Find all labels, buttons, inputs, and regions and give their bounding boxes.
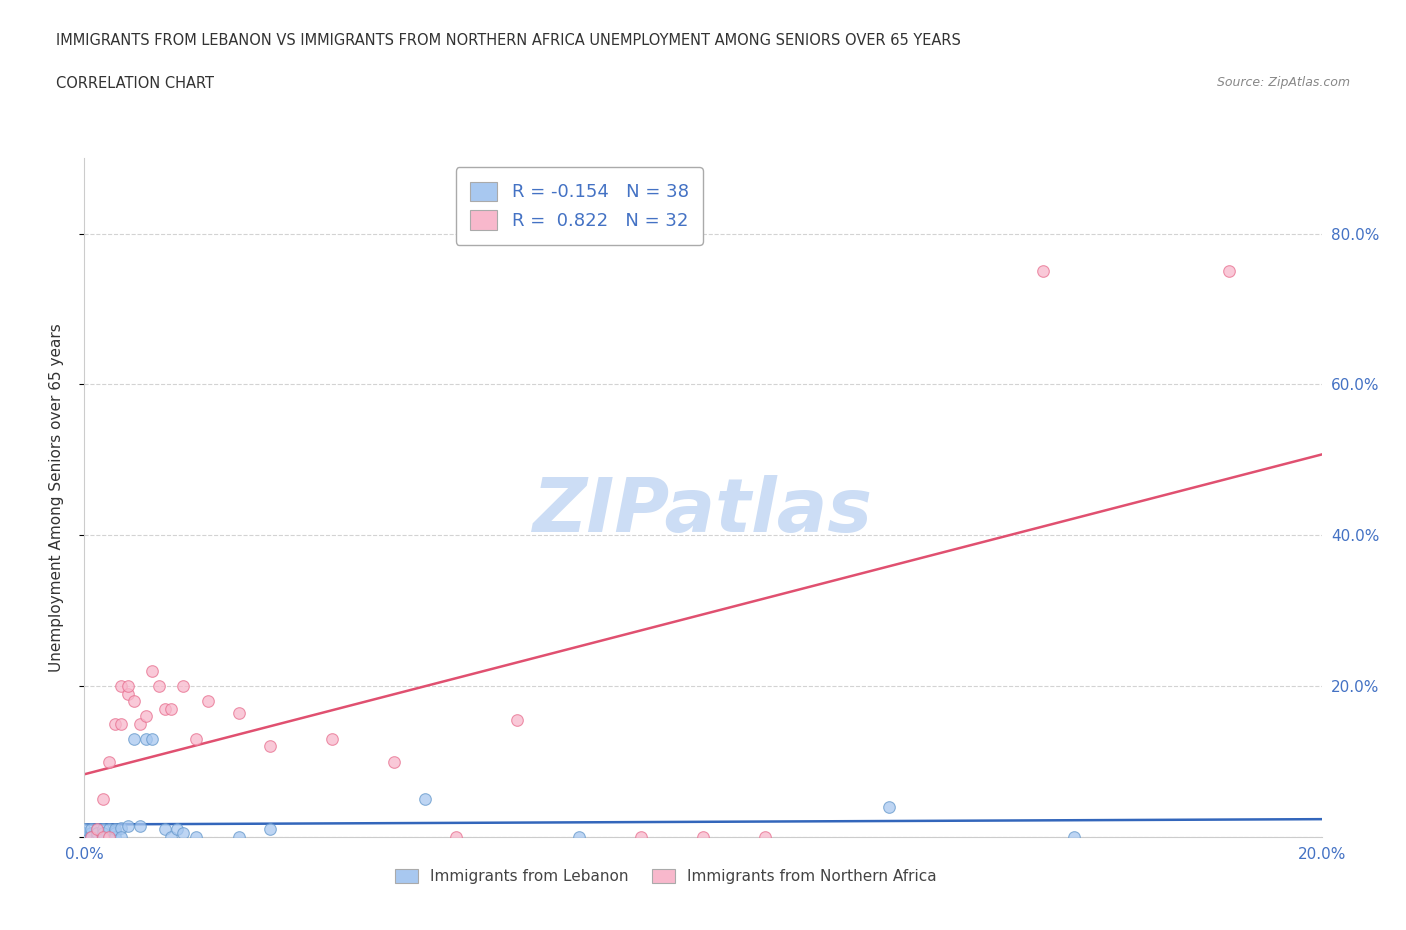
Point: [413, 791, 436, 806]
Point: [444, 830, 467, 844]
Point: [91, 822, 114, 837]
Point: [91, 791, 114, 806]
Point: [754, 830, 776, 844]
Point: [104, 824, 127, 839]
Point: [228, 830, 250, 844]
Point: [98, 754, 121, 769]
Point: [86, 822, 108, 837]
Point: [135, 709, 157, 724]
Text: ZIPatlas: ZIPatlas: [533, 474, 873, 548]
Point: [104, 830, 127, 844]
Point: [172, 679, 194, 694]
Point: [110, 830, 132, 844]
Point: [73, 830, 96, 844]
Point: [321, 732, 343, 747]
Point: [141, 664, 163, 679]
Point: [568, 830, 591, 844]
Point: [184, 830, 207, 844]
Point: [98, 830, 121, 844]
Point: [79, 822, 101, 837]
Point: [148, 679, 170, 694]
Point: [166, 822, 188, 837]
Point: [160, 701, 183, 716]
Point: [117, 686, 139, 701]
Point: [122, 732, 145, 747]
Point: [98, 822, 121, 837]
Point: [104, 716, 127, 731]
Point: [79, 830, 101, 844]
Text: IMMIGRANTS FROM LEBANON VS IMMIGRANTS FROM NORTHERN AFRICA UNEMPLOYMENT AMONG SE: IMMIGRANTS FROM LEBANON VS IMMIGRANTS FR…: [56, 33, 962, 47]
Point: [197, 694, 219, 709]
Point: [692, 830, 714, 844]
Point: [117, 818, 139, 833]
Point: [86, 822, 108, 837]
Point: [79, 830, 101, 844]
Point: [172, 826, 194, 841]
Point: [1032, 264, 1054, 279]
Point: [110, 716, 132, 731]
Legend: Immigrants from Lebanon, Immigrants from Northern Africa: Immigrants from Lebanon, Immigrants from…: [389, 863, 942, 890]
Point: [382, 754, 405, 769]
Point: [117, 679, 139, 694]
Point: [129, 818, 152, 833]
Point: [104, 822, 127, 837]
Point: [79, 830, 101, 844]
Point: [122, 694, 145, 709]
Y-axis label: Unemployment Among Seniors over 65 years: Unemployment Among Seniors over 65 years: [49, 324, 63, 671]
Point: [86, 830, 108, 844]
Point: [73, 822, 96, 837]
Point: [86, 826, 108, 841]
Point: [259, 739, 281, 754]
Text: Source: ZipAtlas.com: Source: ZipAtlas.com: [1216, 76, 1350, 89]
Point: [228, 705, 250, 720]
Point: [91, 830, 114, 844]
Point: [259, 822, 281, 837]
Point: [73, 826, 96, 841]
Point: [630, 830, 652, 844]
Point: [877, 800, 900, 815]
Point: [135, 732, 157, 747]
Point: [110, 820, 132, 835]
Point: [1063, 830, 1085, 844]
Point: [184, 732, 207, 747]
Point: [86, 826, 108, 841]
Point: [153, 701, 176, 716]
Point: [129, 716, 152, 731]
Point: [1218, 264, 1240, 279]
Point: [141, 732, 163, 747]
Point: [91, 826, 114, 841]
Point: [153, 822, 176, 837]
Point: [104, 826, 127, 841]
Point: [98, 830, 121, 844]
Point: [160, 830, 183, 844]
Point: [91, 830, 114, 844]
Point: [506, 712, 529, 727]
Text: CORRELATION CHART: CORRELATION CHART: [56, 76, 214, 91]
Point: [79, 826, 101, 841]
Point: [110, 679, 132, 694]
